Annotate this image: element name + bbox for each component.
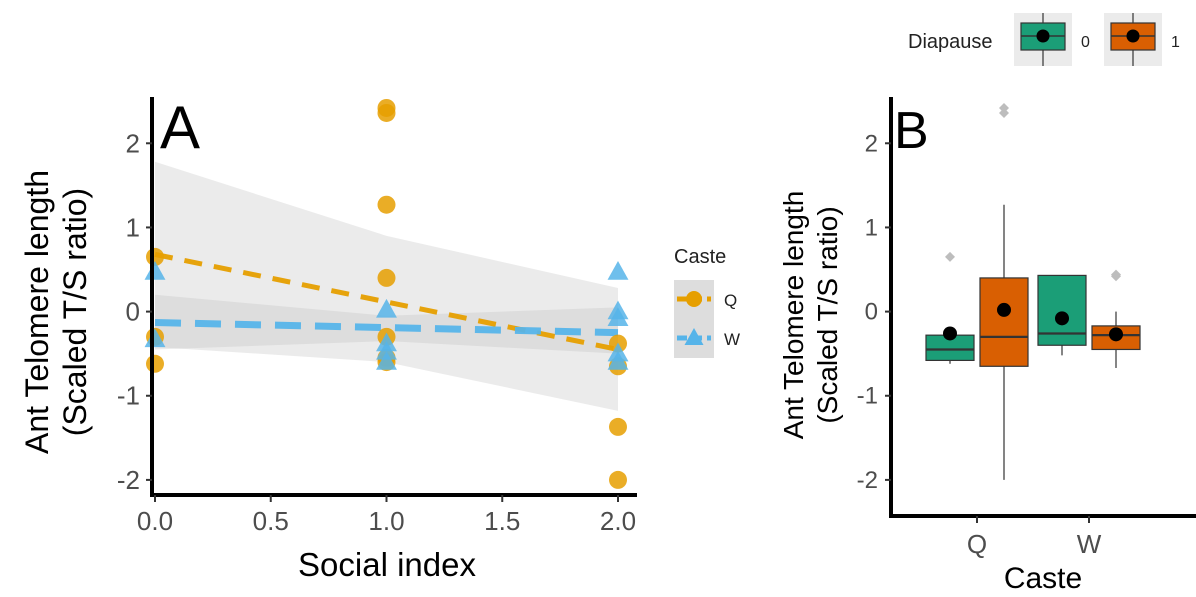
legend-key-mean (1126, 29, 1140, 43)
boxplots (925, 102, 1141, 480)
x-ticks: 0.0 0.5 1.0 1.5 2.0 (137, 495, 636, 536)
data-point-w (144, 261, 166, 280)
box-1 (979, 277, 1029, 367)
y-ticks: -2 -1 0 1 2 (117, 128, 152, 495)
y-tick-label: 1 (126, 212, 140, 242)
x-tick-label: Q (967, 529, 987, 559)
data-point-q (146, 354, 164, 373)
box-outlier (999, 102, 1009, 113)
x-tick-label: 2.0 (600, 506, 636, 536)
x-tick-label: W (1077, 529, 1102, 559)
y-axis-title: Ant Telomere length (Scaled T/S ratio) (778, 191, 843, 440)
data-point-q (609, 417, 627, 436)
box-mean (943, 326, 957, 341)
legend-label: 0 (1081, 34, 1090, 51)
y-ticks: -2 -1 0 1 2 (857, 130, 891, 494)
legend-key-marker (686, 291, 702, 307)
box-outlier (945, 251, 955, 262)
x-axis-title: Caste (1004, 562, 1082, 595)
x-axis-title: Social index (298, 546, 476, 583)
x-tick-label: 1.5 (484, 506, 520, 536)
y-tick-label: -1 (117, 381, 140, 411)
data-point-w (607, 351, 629, 370)
box-outlier (1111, 271, 1121, 282)
legend-label: 1 (1171, 34, 1180, 51)
legend-key-mean (1036, 29, 1050, 43)
data-point-w (376, 340, 397, 360)
legend-title: Diapause (908, 31, 993, 53)
y-tick-label: 2 (126, 128, 140, 158)
y-tick-label: 0 (865, 299, 878, 326)
confidence-band (155, 294, 618, 354)
legend-title: Caste (674, 246, 726, 268)
box-outlier (999, 107, 1009, 118)
data-point-w (376, 298, 397, 318)
y-tick-label: 0 (126, 297, 140, 327)
box-0 (1037, 274, 1087, 346)
x-tick-label: 1.0 (368, 506, 404, 536)
box-mean (997, 302, 1011, 317)
data-point-q (377, 268, 396, 287)
data-point-w (607, 307, 629, 327)
x-tick-label: 0.5 (253, 506, 289, 536)
y-tick-label: -2 (857, 467, 878, 494)
y-tick-label: -1 (857, 383, 878, 410)
data-point-w (607, 261, 629, 280)
data-point-q (609, 470, 627, 489)
panel-a: -2 -1 0 1 2 0.0 0.5 1.0 1.5 2.0 A Social index A… (19, 94, 740, 583)
data-point-w (144, 328, 166, 348)
data-point-q (377, 103, 396, 122)
x-tick-label: 0.0 (137, 506, 173, 536)
y-axis-title: Ant Telomere length (Scaled T/S ratio) (19, 170, 93, 454)
panel-label: A (160, 94, 200, 161)
data-point-w (376, 351, 397, 370)
box-mean (1109, 327, 1123, 342)
y-axis-title-line-2: (Scaled T/S ratio) (57, 188, 93, 436)
legend-key-marker (684, 328, 704, 345)
y-tick-label: -2 (117, 465, 140, 495)
fit-lines (154, 251, 619, 352)
panel-label: B (894, 102, 929, 160)
y-axis-title-line-1: Ant Telomere length (778, 191, 809, 440)
y-axis-title-line-1: Ant Telomere length (19, 170, 55, 454)
fit-line-w (154, 319, 619, 337)
legend-label: W (724, 330, 740, 349)
y-tick-label: 1 (865, 214, 878, 241)
legend-keys: QW (674, 280, 740, 358)
legend-caste: Caste QW (674, 246, 740, 358)
legend-label: Q (724, 291, 737, 310)
y-tick-label: 2 (865, 130, 878, 157)
data-points (144, 98, 629, 489)
y-axis-title-line-2: (Scaled T/S ratio) (812, 206, 843, 423)
box-mean (1055, 311, 1069, 326)
data-point-q (377, 195, 396, 214)
